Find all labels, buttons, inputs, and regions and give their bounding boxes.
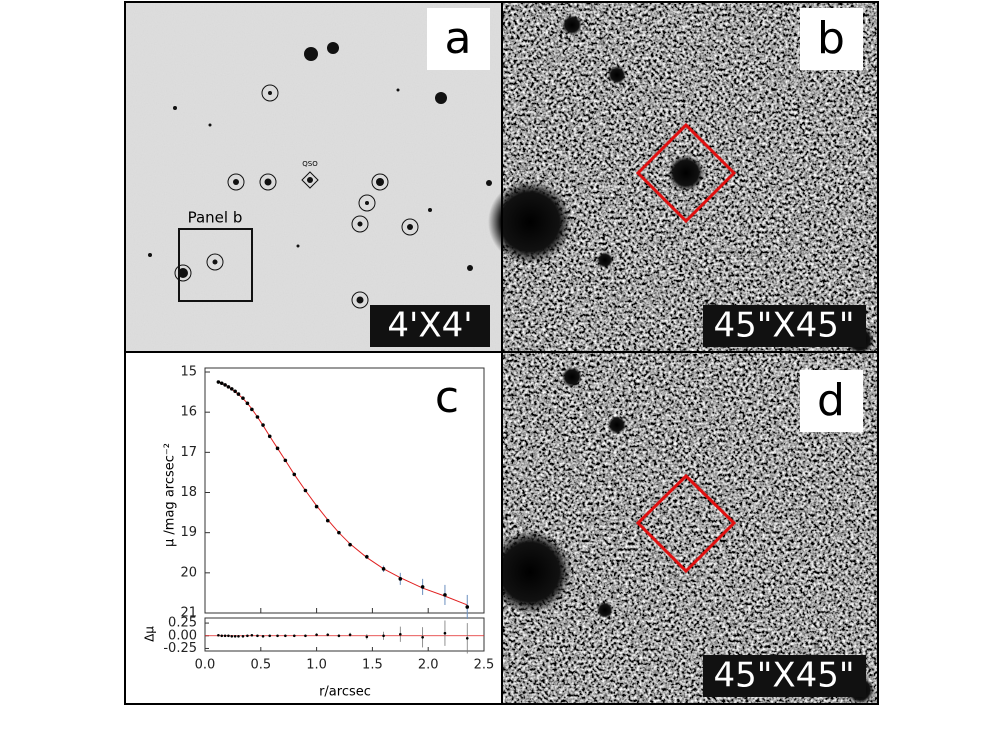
data-point <box>275 446 280 451</box>
x-tick-label: 1.5 <box>362 658 383 673</box>
y-axis-label: μ /mag arcsec⁻² <box>163 443 178 547</box>
y-tick-label: 0.00 <box>168 628 197 643</box>
residual-point <box>246 634 249 638</box>
x-tick-label: 0.0 <box>195 658 216 673</box>
data-point <box>261 423 265 427</box>
data-point <box>255 415 260 419</box>
residual-point <box>284 634 287 638</box>
residual-point <box>256 634 259 638</box>
residual-point <box>421 635 424 639</box>
residual-point <box>217 633 220 637</box>
data-point <box>241 396 245 400</box>
residual-point <box>382 634 385 638</box>
x-tick-label: 1.0 <box>306 658 327 673</box>
residual-point <box>304 634 307 638</box>
y-tick-label: 19 <box>180 525 197 540</box>
residual-point <box>399 632 402 636</box>
data-point <box>398 577 403 581</box>
y-tick-label: 18 <box>180 485 197 500</box>
data-point <box>337 530 341 535</box>
panel-a: QSO Panel b a 4'X4' <box>125 2 502 352</box>
residual-point <box>348 633 352 637</box>
x-tick-label: 0.5 <box>250 658 271 673</box>
data-point <box>314 504 319 509</box>
scale-label: 45"X45" <box>713 656 854 696</box>
residual-point <box>337 634 341 638</box>
residual-axis-label: Δμ <box>143 626 157 642</box>
data-point <box>223 383 227 387</box>
residual-point <box>261 634 265 638</box>
residual-point <box>443 631 447 635</box>
residual-point <box>268 634 272 638</box>
data-point <box>229 387 234 391</box>
residual-point <box>223 634 227 638</box>
box-label: Panel b <box>188 209 243 227</box>
panel-d: d 45"X45" <box>488 352 878 704</box>
data-point <box>292 472 297 477</box>
y-tick-label: 21 <box>180 606 197 621</box>
data-point <box>267 434 272 439</box>
residual-point <box>237 634 240 638</box>
data-point <box>420 585 425 589</box>
data-point <box>236 392 241 396</box>
data-point <box>443 593 447 597</box>
residual-point <box>227 634 230 638</box>
data-point <box>216 380 221 384</box>
scale-label: 4'X4' <box>387 306 472 346</box>
residual-point <box>230 634 234 638</box>
scale-label: 45"X45" <box>713 306 854 346</box>
data-point <box>219 381 224 386</box>
residual-point <box>220 634 224 638</box>
residual-frame <box>204 617 485 652</box>
y-tick-label: 16 <box>180 405 197 420</box>
panel-c: c μ /mag arcsec⁻² Δμ r/arcsec 0.0 0.5 1.0 1… <box>125 352 502 704</box>
residual-point <box>365 635 369 639</box>
residual-point <box>326 633 330 637</box>
data-point <box>233 389 237 394</box>
data-point <box>303 488 308 493</box>
residual-point <box>315 633 318 637</box>
qso-label: QSO <box>302 160 318 168</box>
residual-point <box>250 633 254 637</box>
y-tick-label: 0.25 <box>168 616 197 631</box>
x-axis-label: r/arcsec <box>319 685 371 700</box>
data-point <box>245 401 250 406</box>
x-tick-label: 2.0 <box>418 658 439 673</box>
data-point <box>348 542 352 547</box>
panel-label: d <box>817 375 845 426</box>
panel-label: b <box>817 13 845 64</box>
residual-point <box>276 634 279 638</box>
data-point <box>250 407 254 412</box>
data-point <box>226 385 231 389</box>
data-point <box>381 567 386 571</box>
panel-b: b 45"X45" <box>488 2 878 354</box>
residual-point <box>233 634 237 638</box>
residual-point <box>465 637 469 640</box>
x-tick-label: 2.5 <box>474 658 495 673</box>
residual-point <box>292 634 296 638</box>
panel-label: a <box>445 13 472 64</box>
data-point <box>325 518 330 523</box>
y-tick-label: -0.25 <box>163 641 197 656</box>
residual-point <box>241 634 245 638</box>
y-tick-label: 15 <box>180 365 197 380</box>
panel-label: c <box>435 372 459 423</box>
y-tick-label: 20 <box>180 565 197 580</box>
data-point <box>465 605 470 609</box>
plot-frame <box>204 367 485 614</box>
data-point <box>283 458 288 463</box>
y-tick-label: 17 <box>180 445 197 460</box>
data-point <box>365 554 369 559</box>
